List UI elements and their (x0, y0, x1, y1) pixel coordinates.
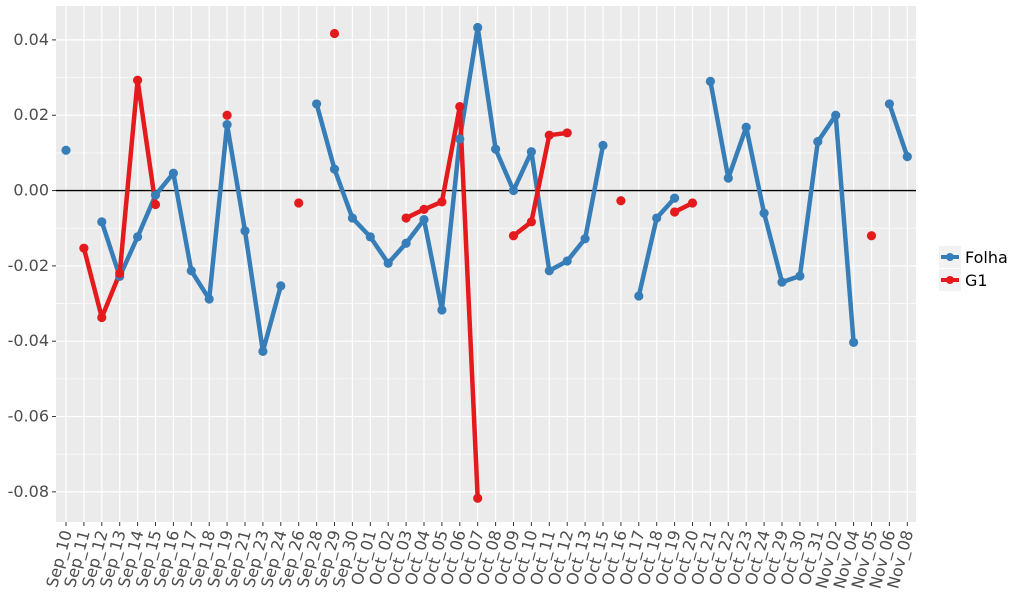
data-point-g1 (401, 213, 411, 223)
data-point-folha (329, 164, 340, 174)
data-point-folha (312, 99, 322, 109)
data-point-folha (759, 208, 769, 218)
data-point-g1 (544, 130, 554, 140)
data-point-g1 (115, 268, 125, 279)
data-point-folha (401, 238, 411, 248)
data-point-folha (598, 140, 608, 150)
y-tick-label: -0.08 (8, 482, 49, 501)
data-point-folha (419, 214, 429, 225)
data-point-folha (652, 213, 662, 223)
data-point-folha (723, 173, 733, 183)
series-line-folha (887, 103, 910, 158)
y-tick-label: 0.00 (13, 181, 49, 200)
data-point-folha (508, 185, 519, 196)
data-point-folha (741, 122, 751, 132)
data-point-folha (670, 193, 680, 203)
legend: Folha G1 (939, 246, 1008, 291)
data-point-folha (133, 232, 143, 242)
data-point-g1 (97, 312, 107, 323)
data-point-g1 (455, 101, 465, 112)
data-point-folha (222, 120, 232, 130)
data-point-folha (526, 147, 537, 157)
data-point-folha (562, 256, 572, 266)
data-point-g1 (79, 243, 89, 253)
data-point-folha (437, 305, 447, 315)
y-tick-label: 0.04 (13, 30, 49, 49)
data-point-folha (455, 134, 465, 144)
data-point-folha (473, 22, 483, 33)
data-point-folha (240, 226, 250, 236)
legend-key-g1-point (946, 276, 954, 284)
legend-label-folha: Folha (965, 248, 1008, 267)
data-point-g1 (473, 493, 483, 503)
data-point-g1 (526, 217, 537, 227)
data-point-g1 (508, 231, 519, 241)
data-point-g1 (294, 198, 304, 208)
data-point-folha (150, 190, 161, 200)
data-point-folha (168, 168, 178, 178)
data-point-folha (884, 99, 895, 109)
data-point-g1 (222, 110, 232, 120)
data-point-folha (544, 266, 554, 276)
data-point-folha (276, 281, 286, 291)
data-point-folha (580, 234, 590, 244)
data-point-g1 (437, 197, 447, 207)
data-point-g1 (562, 128, 572, 138)
data-point-folha (705, 76, 716, 86)
data-point-g1 (329, 28, 340, 39)
data-point-folha (258, 346, 268, 356)
y-tick-label: -0.04 (8, 331, 49, 350)
x-axis: Sep_10Sep_11Sep_12Sep_13Sep_14Sep_15Sep_… (42, 522, 918, 591)
data-point-folha (849, 337, 859, 347)
series-line-g1 (512, 130, 568, 238)
data-point-folha (634, 291, 644, 301)
y-tick-label: -0.02 (8, 256, 49, 275)
data-point-g1 (670, 207, 680, 217)
data-point-folha (61, 145, 71, 155)
y-tick-label: -0.06 (8, 407, 49, 426)
y-tick-label: 0.02 (13, 105, 49, 124)
data-point-g1 (133, 75, 143, 85)
data-point-g1 (616, 196, 626, 206)
data-point-folha (347, 213, 357, 223)
y-axis: 0.04 0.02 0.00 -0.02 -0.04 -0.06 -0.08 (8, 30, 56, 501)
series-points (61, 22, 912, 503)
data-point-folha (795, 271, 805, 281)
data-point-folha (813, 136, 823, 147)
data-point-g1 (687, 198, 698, 208)
data-point-folha (383, 258, 393, 268)
data-point-folha (97, 217, 107, 227)
data-point-folha (831, 110, 841, 120)
data-point-folha (902, 152, 912, 162)
data-point-g1 (866, 231, 877, 241)
data-point-folha (365, 232, 375, 242)
legend-label-g1: G1 (965, 271, 988, 290)
data-point-folha (491, 144, 501, 154)
data-point-folha (777, 277, 787, 287)
data-point-folha (204, 294, 214, 304)
data-point-folha (186, 266, 196, 276)
data-point-g1 (150, 199, 161, 210)
legend-key-folha-point (946, 253, 954, 261)
data-point-g1 (419, 204, 429, 214)
